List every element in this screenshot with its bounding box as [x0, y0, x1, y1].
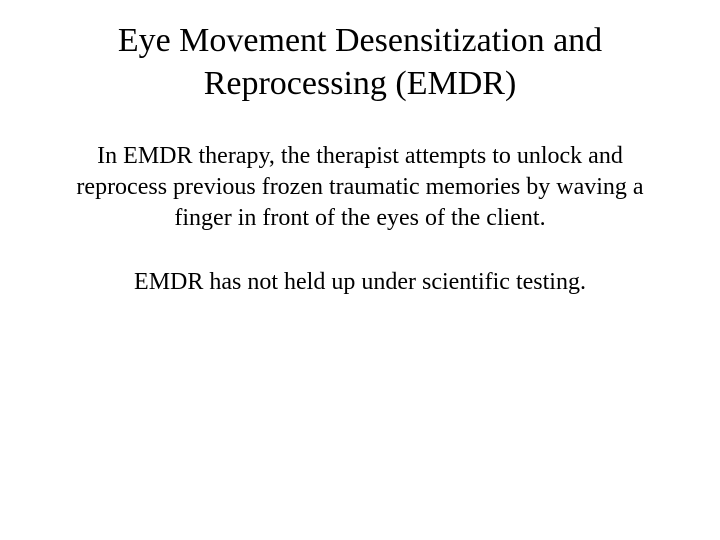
slide-paragraph-2: EMDR has not held up under scientific te… — [50, 267, 670, 298]
slide-container: Eye Movement Desensitization and Reproce… — [0, 0, 720, 540]
slide-title: Eye Movement Desensitization and Reproce… — [50, 20, 670, 105]
slide-paragraph-1: In EMDR therapy, the therapist attempts … — [50, 141, 670, 235]
